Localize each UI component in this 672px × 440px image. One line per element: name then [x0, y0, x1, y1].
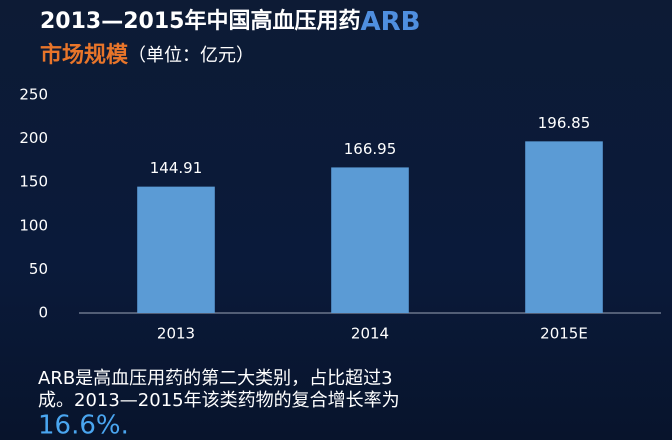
note-line: 成。2013—2015年该类药物的复合增长率为: [38, 390, 400, 411]
value-label: 196.85: [538, 114, 591, 132]
title-highlight: ARB: [360, 7, 420, 37]
bar: [137, 186, 215, 313]
bar: [331, 167, 409, 313]
x-tick-label: 2015E: [540, 325, 588, 343]
y-tick-label: 150: [19, 173, 48, 191]
y-tick-label: 50: [29, 260, 48, 278]
value-label: 144.91: [150, 159, 203, 177]
title-text: 2013—2015年中国高血压用药: [40, 8, 360, 34]
note-line: ARB是高血压用药的第二大类别，占比超过3: [38, 368, 393, 389]
note-highlight: 16.6%.: [38, 411, 129, 440]
bar: [525, 141, 603, 313]
subtitle-unit: （单位：亿元）: [128, 45, 254, 66]
y-tick-label: 250: [19, 86, 48, 104]
x-tick-label: 2014: [351, 325, 389, 343]
value-label: 166.95: [344, 140, 397, 158]
chart-subtitle: 市场规模（单位：亿元）: [40, 42, 254, 68]
subtitle-highlight: 市场规模: [40, 42, 129, 68]
x-tick-label: 2013: [157, 325, 195, 343]
y-tick-label: 200: [19, 129, 48, 147]
chart-title: 2013—2015年中国高血压用药ARB: [40, 7, 420, 37]
y-tick-label: 100: [19, 216, 48, 234]
y-tick-label: 0: [38, 304, 48, 322]
